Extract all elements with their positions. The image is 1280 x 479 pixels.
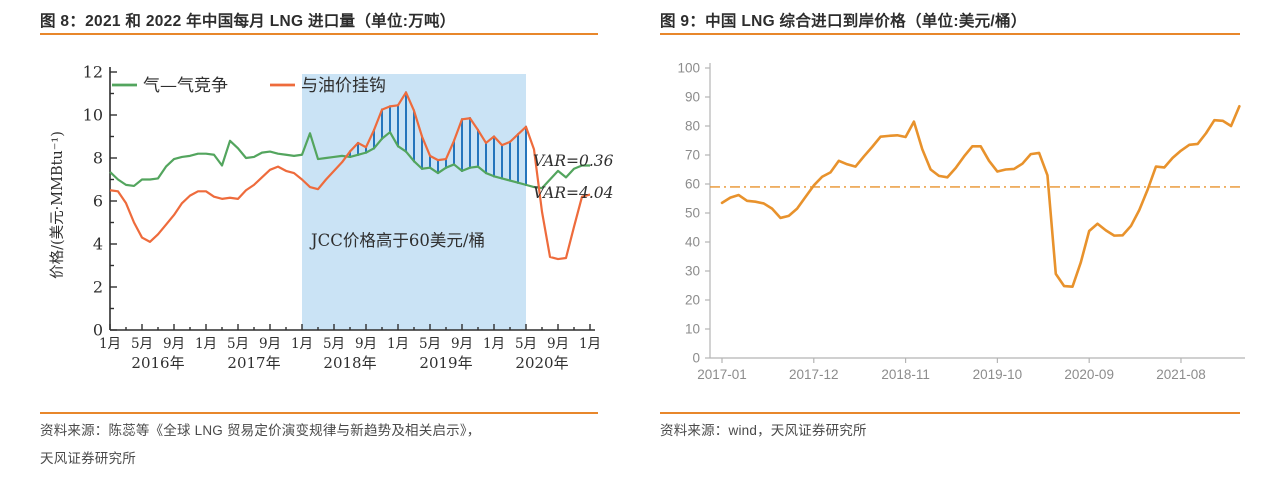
left-axes: 0 2 4 6 8 10 12 1月 5月 9月 1月 5月 9月 1月 5月 9月 1月 5月 9月 1月 5月 9月 1… <box>49 63 601 373</box>
right-axes: 0 10 20 30 40 50 60 70 80 90 100 2017-01 2017-12 2018… <box>677 61 1245 382</box>
svg-text:0: 0 <box>93 321 103 340</box>
svg-text:0: 0 <box>692 351 700 366</box>
svg-text:80: 80 <box>685 119 700 134</box>
svg-text:9月: 9月 <box>355 336 377 352</box>
figure-8-title: 图 8：2021 和 2022 年中国每月 LNG 进口量（单位:万吨） <box>40 13 456 30</box>
left-y-axis-label: 价格/(美元·MMBtu⁻¹) <box>49 131 66 279</box>
figure-8-title-divider <box>40 33 598 35</box>
svg-text:2016年: 2016年 <box>131 354 184 372</box>
oil-linked-line <box>109 91 591 261</box>
left-chart-svg: JCC价格高于60美元/桶 0 2 4 6 8 10 12 1月 5月 9月 1月 5月 9月 1月 5月 9月… <box>49 63 614 373</box>
left-legend: 气—气竞争 与油价挂钩 <box>112 76 386 96</box>
svg-text:5月: 5月 <box>515 336 537 352</box>
svg-text:2020年: 2020年 <box>515 354 568 372</box>
svg-text:20: 20 <box>685 293 700 308</box>
svg-text:2021-08: 2021-08 <box>1156 367 1206 382</box>
svg-text:2018年: 2018年 <box>323 354 376 372</box>
svg-text:60: 60 <box>685 177 700 192</box>
svg-text:1月: 1月 <box>99 336 121 352</box>
svg-text:1月: 1月 <box>483 336 505 352</box>
svg-text:12: 12 <box>83 63 103 82</box>
svg-text:5月: 5月 <box>131 336 153 352</box>
right-chart-svg: 0 10 20 30 40 50 60 70 80 90 100 2017-01 2017-12 2018… <box>677 61 1245 382</box>
lng-import-price-line <box>720 104 1241 288</box>
shaded-region-label: JCC价格高于60美元/桶 <box>309 231 485 250</box>
svg-text:50: 50 <box>685 206 700 221</box>
svg-text:9月: 9月 <box>163 336 185 352</box>
svg-text:2020-09: 2020-09 <box>1064 367 1114 382</box>
svg-text:1月: 1月 <box>195 336 217 352</box>
svg-text:9月: 9月 <box>259 336 281 352</box>
legend-oil-linked-label: 与油价挂钩 <box>301 76 386 96</box>
svg-text:2017年: 2017年 <box>227 354 280 372</box>
figure-8-source-line2: 天风证券研究所 <box>40 451 136 466</box>
svg-text:2017-01: 2017-01 <box>697 367 747 382</box>
svg-text:2019-10: 2019-10 <box>973 367 1023 382</box>
svg-text:2019年: 2019年 <box>419 354 472 372</box>
svg-text:10: 10 <box>685 322 700 337</box>
svg-text:30: 30 <box>685 264 700 279</box>
svg-text:2018-11: 2018-11 <box>881 367 930 382</box>
svg-text:100: 100 <box>677 61 700 76</box>
figure-8-source-line1: 资料来源：陈蕊等《全球 LNG 贸易定价演变规律与新趋势及相关启示》， <box>40 423 481 438</box>
svg-text:5月: 5月 <box>323 336 345 352</box>
svg-text:40: 40 <box>685 235 700 250</box>
svg-text:2: 2 <box>93 278 103 297</box>
svg-text:8: 8 <box>93 149 103 168</box>
figure-9-title: 图 9：中国 LNG 综合进口到岸价格（单位:美元/桶） <box>660 13 1027 30</box>
svg-text:90: 90 <box>685 90 700 105</box>
figure-9-title-divider <box>660 33 1240 35</box>
var-annotation-gas: VAR=0.36 <box>533 152 614 170</box>
svg-text:10: 10 <box>83 106 103 125</box>
svg-text:1月: 1月 <box>291 336 313 352</box>
svg-text:70: 70 <box>685 148 700 163</box>
svg-text:6: 6 <box>93 192 103 211</box>
svg-text:2017-12: 2017-12 <box>789 367 839 382</box>
svg-text:5月: 5月 <box>419 336 441 352</box>
svg-text:5月: 5月 <box>227 336 249 352</box>
svg-text:4: 4 <box>93 235 103 254</box>
svg-text:1月: 1月 <box>387 336 409 352</box>
figure-9-source-divider <box>660 412 1240 414</box>
legend-gas-gas-label: 气—气竞争 <box>143 76 228 96</box>
figure-9-source-line1: 资料来源：wind，天风证券研究所 <box>660 423 867 438</box>
gas-gas-competition-line <box>109 131 590 190</box>
svg-text:1月: 1月 <box>579 336 601 352</box>
svg-text:9月: 9月 <box>547 336 569 352</box>
figure-8-source-divider <box>40 412 598 414</box>
var-annotation-oil: VAR=4.04 <box>533 184 614 202</box>
svg-text:9月: 9月 <box>451 336 473 352</box>
